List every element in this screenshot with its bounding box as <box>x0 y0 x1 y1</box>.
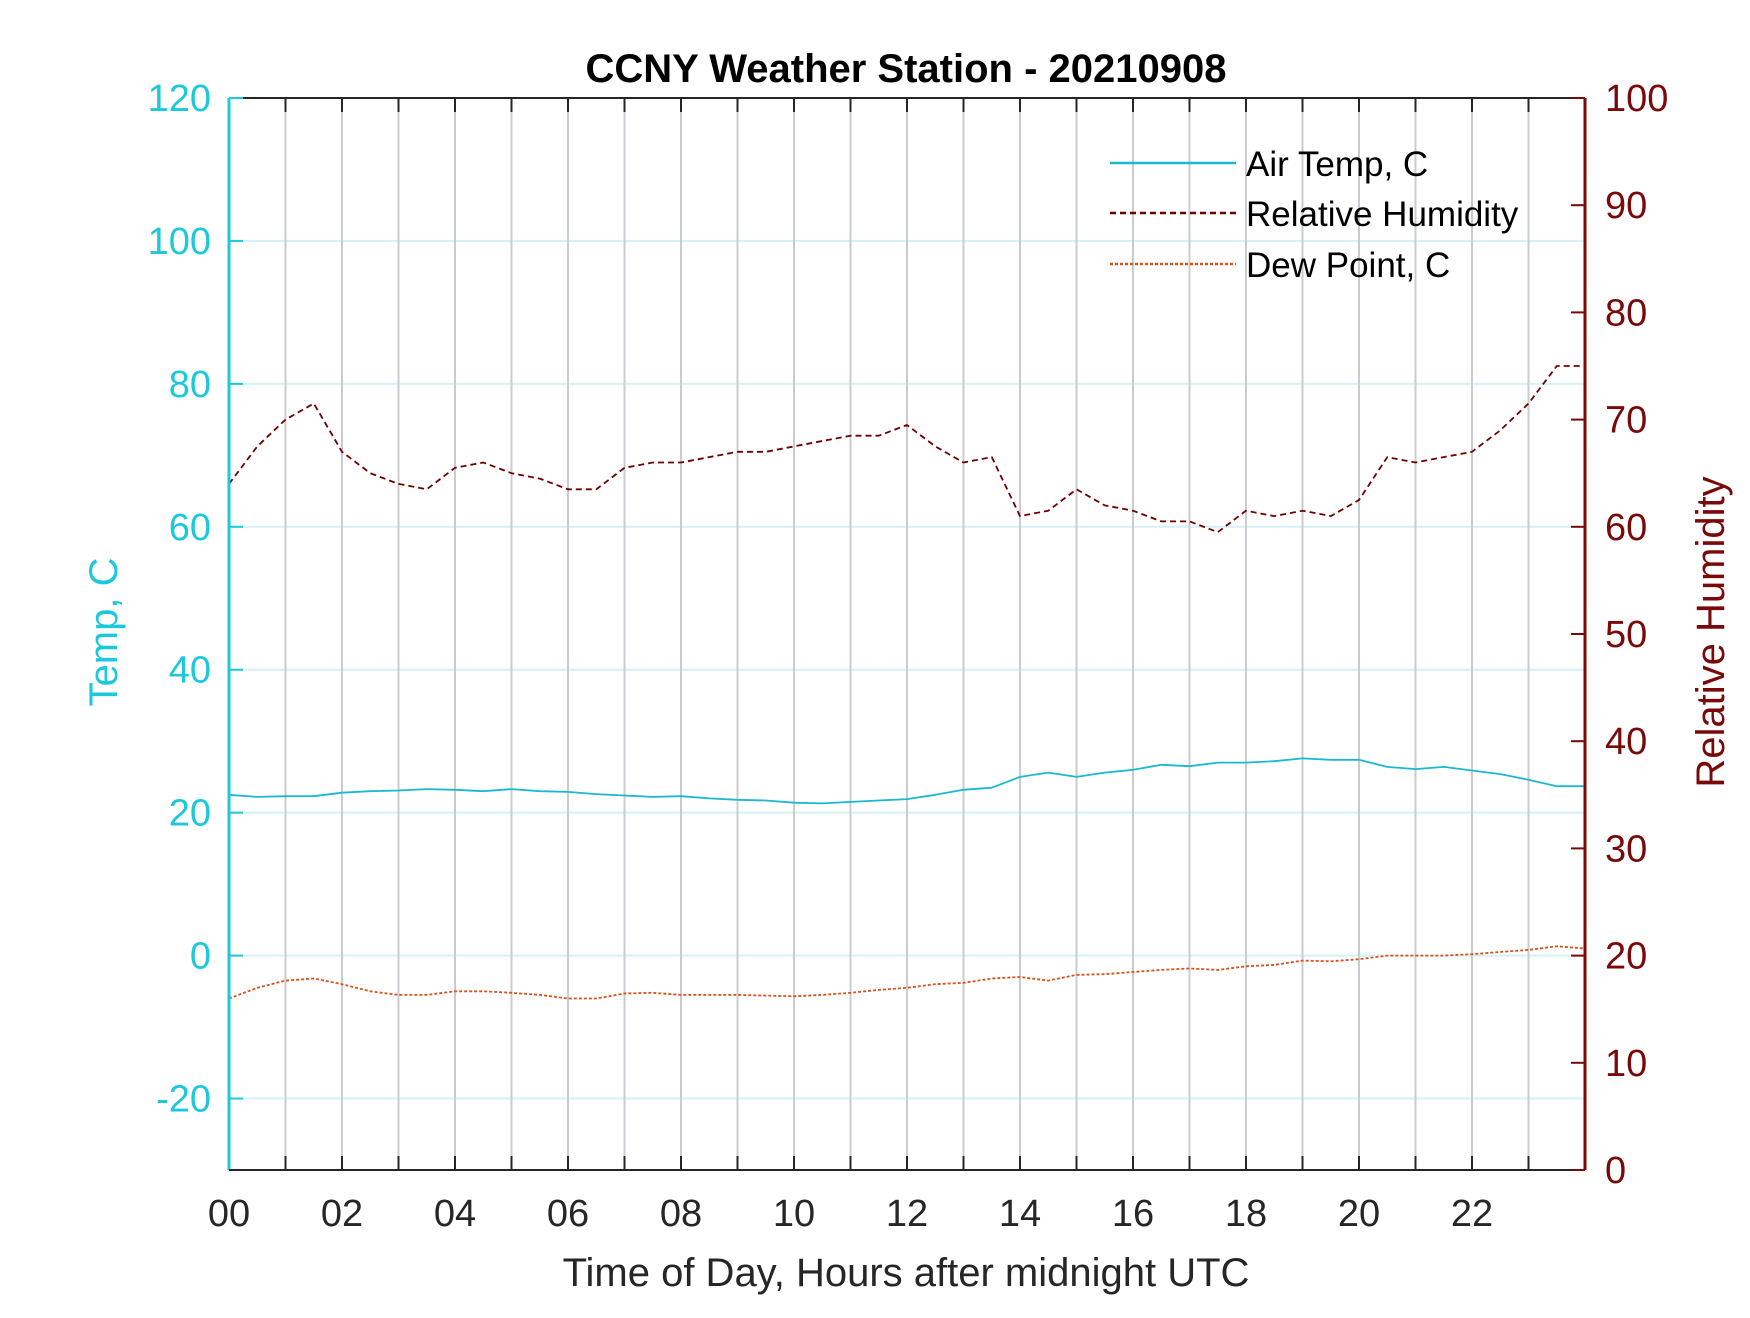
right-y-tick-label: 40 <box>1605 721 1647 763</box>
x-tick-label: 12 <box>886 1193 928 1235</box>
legend-label-dew-point: Dew Point, C <box>1246 246 1450 285</box>
x-tick-label: 00 <box>208 1193 250 1235</box>
legend-label-relative-humidity: Relative Humidity <box>1246 195 1519 234</box>
left-y-tick-label: 40 <box>169 650 211 692</box>
left-y-tick-label: 80 <box>169 364 211 406</box>
right-y-tick-label: 90 <box>1605 185 1647 227</box>
x-tick-label: 02 <box>321 1193 363 1235</box>
x-tick-label: 18 <box>1225 1193 1267 1235</box>
left-y-tick-label: 20 <box>169 793 211 835</box>
right-y-tick-label: 50 <box>1605 614 1647 656</box>
left-y-ticks: -20 0 20 40 60 80 100 120 <box>148 78 243 1121</box>
x-tick-label: 10 <box>773 1193 815 1235</box>
left-y-tick-label: 0 <box>190 936 211 978</box>
x-tick-label: 22 <box>1451 1193 1493 1235</box>
left-y-tick-label: 100 <box>148 221 211 263</box>
right-y-tick-label: 60 <box>1605 507 1647 549</box>
right-y-tick-label: 0 <box>1605 1150 1626 1192</box>
right-y-tick-label: 100 <box>1605 78 1668 120</box>
dew-point-line <box>228 945 1586 1000</box>
relative-humidity-line <box>228 365 1585 534</box>
right-y-ticks: 0 10 20 30 40 50 60 70 80 90 100 <box>1571 78 1668 1192</box>
right-y-tick-label: 20 <box>1605 936 1647 978</box>
left-y-axis-label: Temp, C <box>82 558 126 707</box>
legend: Air Temp, C Relative Humidity Dew Point,… <box>1110 145 1519 285</box>
x-tick-label: 08 <box>660 1193 702 1235</box>
right-y-axis-label: Relative Humidity <box>1689 476 1733 787</box>
left-y-tick-label: 60 <box>169 507 211 549</box>
right-y-tick-label: 10 <box>1605 1043 1647 1085</box>
legend-label-air-temp: Air Temp, C <box>1246 145 1428 184</box>
series-layer <box>228 365 1586 1000</box>
x-tick-label: 20 <box>1338 1193 1380 1235</box>
air-temp-line <box>228 757 1585 805</box>
left-y-tick-label: -20 <box>156 1079 211 1121</box>
right-y-tick-label: 30 <box>1605 828 1647 870</box>
x-axis-label: Time of Day, Hours after midnight UTC <box>563 1251 1250 1295</box>
right-y-tick-label: 80 <box>1605 292 1647 334</box>
right-y-tick-label: 70 <box>1605 400 1647 442</box>
x-tick-label: 16 <box>1112 1193 1154 1235</box>
x-ticks: 00 02 04 06 08 10 12 14 16 18 20 22 <box>208 98 1530 1235</box>
x-tick-label: 14 <box>999 1193 1041 1235</box>
chart-title: CCNY Weather Station - 20210908 <box>586 47 1227 91</box>
x-tick-label: 06 <box>547 1193 589 1235</box>
left-y-tick-label: 120 <box>148 78 211 120</box>
x-tick-label: 04 <box>434 1193 476 1235</box>
